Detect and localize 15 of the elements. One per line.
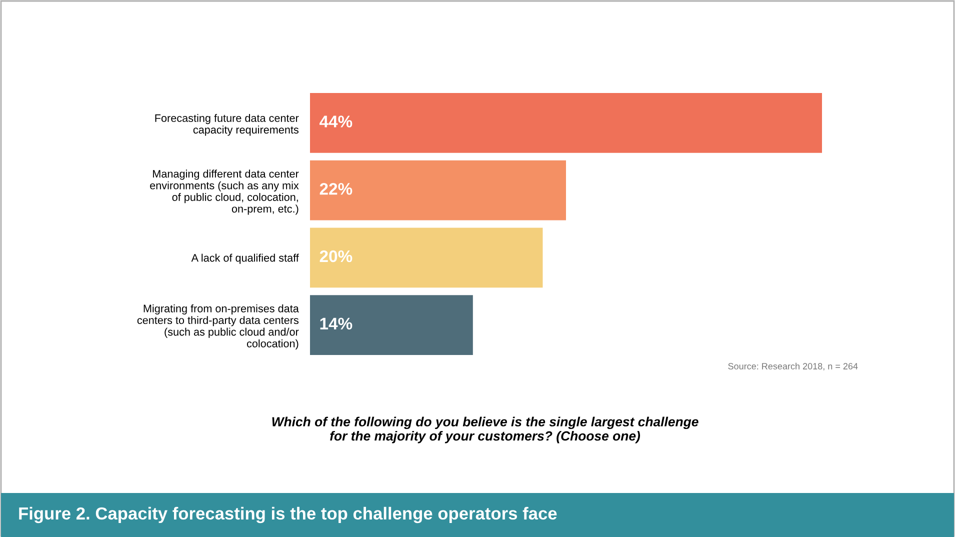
text: Which of the following do you believe is the single largest challenge for the majority of your customers? (Choose one) bbox=[272, 416, 698, 444]
y-tick-label: Forecasting future data center capacity requirements bbox=[155, 114, 299, 136]
bar bbox=[310, 93, 822, 153]
text: Figure 2. Capacity forecasting is the top challenge operators face bbox=[19, 506, 557, 524]
bar bbox=[310, 160, 566, 220]
y-tick-label: A lack of qualified staff bbox=[191, 254, 299, 264]
y-tick-label: Managing different data center environments (such as any mix of public cloud, colocation, on-prem, etc.) bbox=[150, 170, 299, 215]
source-note: Source: Research 2018, n = 264 bbox=[728, 362, 858, 370]
data-label: 14% bbox=[320, 318, 352, 330]
data-label: 20% bbox=[320, 250, 352, 262]
y-tick-label: Migrating from on-premises data centers to third-party data centers (such as public cloud and/or colocation) bbox=[137, 304, 299, 350]
bar bbox=[310, 228, 543, 288]
bar bbox=[310, 295, 473, 355]
data-label: 44% bbox=[320, 116, 352, 128]
data-label: 22% bbox=[320, 182, 352, 195]
